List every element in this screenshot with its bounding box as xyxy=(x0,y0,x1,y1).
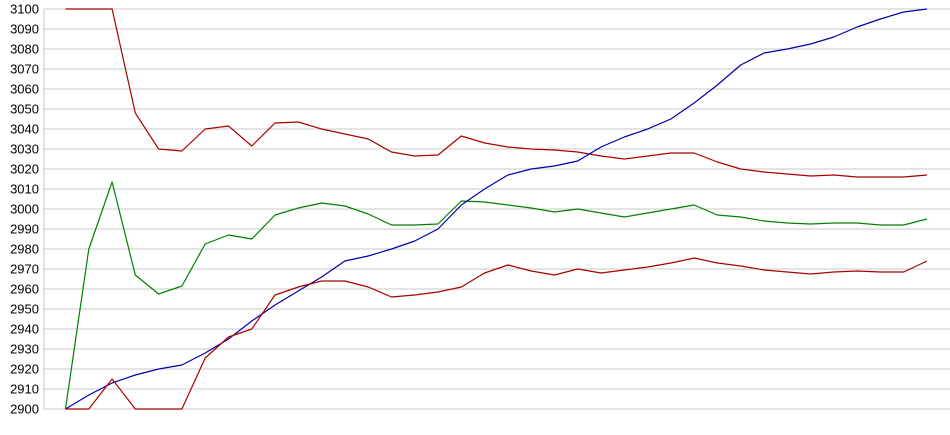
y-tick-label-2950: 2950 xyxy=(10,302,39,317)
y-tick-label-3020: 3020 xyxy=(10,162,39,177)
y-tick-label-3070: 3070 xyxy=(10,62,39,77)
y-tick-label-3030: 3030 xyxy=(10,142,39,157)
y-tick-label-3090: 3090 xyxy=(10,22,39,37)
y-tick-label-2910: 2910 xyxy=(10,382,39,397)
y-tick-label-2920: 2920 xyxy=(10,362,39,377)
series-line-upper-red xyxy=(65,8,928,178)
y-tick-label-2940: 2940 xyxy=(10,322,39,337)
y-tick-label-3000: 3000 xyxy=(10,202,39,217)
series-line-green xyxy=(64,181,928,410)
series-line-blue xyxy=(65,8,928,410)
y-tick-label-2980: 2980 xyxy=(10,242,39,257)
y-tick-label-3060: 3060 xyxy=(10,82,39,97)
y-tick-label-3050: 3050 xyxy=(10,102,39,117)
y-tick-label-2960: 2960 xyxy=(10,282,39,297)
y-tick-label-3010: 3010 xyxy=(10,182,39,197)
y-tick-label-2930: 2930 xyxy=(10,342,39,357)
y-tick-label-3100: 3100 xyxy=(10,2,39,17)
y-tick-label-3080: 3080 xyxy=(10,42,39,57)
y-tick-label-2900: 2900 xyxy=(10,402,39,417)
y-tick-label-2990: 2990 xyxy=(10,222,39,237)
y-tick-label-3040: 3040 xyxy=(10,122,39,137)
series-line-lower-red xyxy=(65,257,928,410)
y-tick-label-2970: 2970 xyxy=(10,262,39,277)
